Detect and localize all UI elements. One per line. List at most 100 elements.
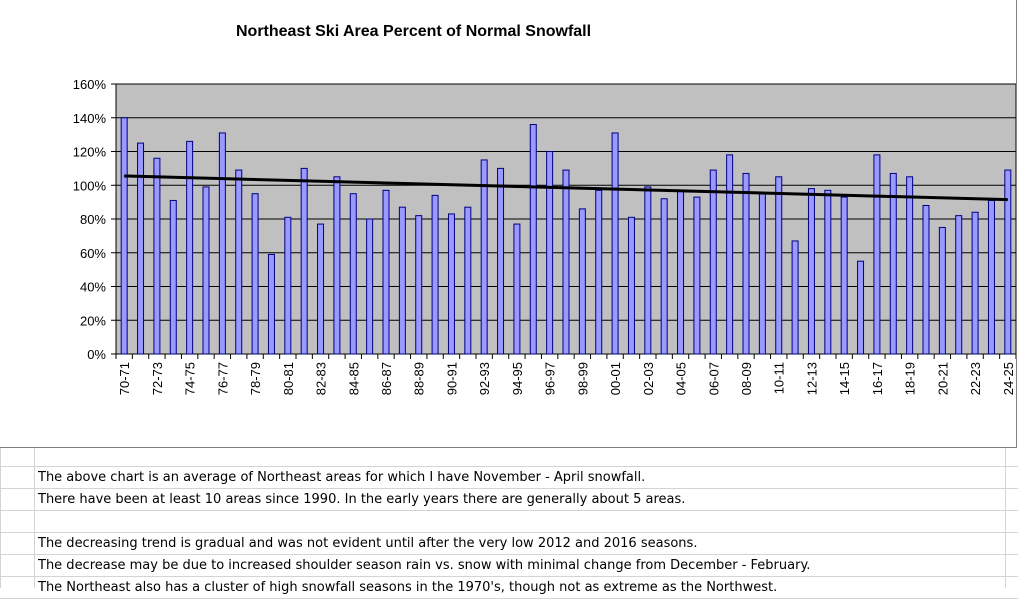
bar-06-07 (709, 169, 717, 355)
bar-18-19 (906, 176, 914, 355)
x-tick-label: 12-13 (804, 362, 819, 395)
sheet-row[interactable]: The decrease may be due to increased sho… (0, 556, 1018, 577)
x-tick-label: 88-89 (412, 362, 427, 395)
bar-14-15 (840, 196, 848, 355)
x-tick-label: 96-97 (543, 362, 558, 395)
y-tick-label: 100% (73, 178, 107, 193)
bar-04-05 (677, 189, 685, 355)
bar-90-91 (447, 213, 455, 355)
bar-10-11 (775, 176, 783, 355)
x-tick-label: 94-95 (510, 362, 525, 395)
x-tick-label: 10-11 (772, 362, 787, 394)
bar-20-21 (938, 226, 946, 355)
x-axis-ticks: 70-71 72-73 74-75 76-77 78-79 80-81 82-83 84-85… (115, 354, 1016, 395)
x-tick-label: 04-05 (674, 362, 689, 395)
sheet-row[interactable]: There have been at least 10 areas since … (0, 490, 1018, 511)
y-tick-label: 40% (80, 280, 106, 295)
bar-chart: 0% 20% 40% 60% 80% 100% 120% 140% 160% 70-71 72-7… (73, 77, 1016, 395)
sheet-row[interactable] (0, 446, 1018, 467)
bar-96-97 (546, 151, 554, 355)
bar-05-06 (693, 196, 701, 355)
bar-91-92 (464, 206, 472, 355)
bar-92-93 (480, 159, 488, 355)
bar-75-76 (202, 186, 210, 355)
y-tick-label: 160% (73, 77, 107, 92)
trendline (124, 174, 1008, 202)
bar-17-18 (889, 172, 897, 355)
x-tick-label: 92-93 (477, 362, 492, 395)
bar-00-01 (611, 132, 619, 355)
bar-19-20 (922, 205, 930, 355)
x-tick-label: 08-09 (739, 362, 754, 395)
y-tick-label: 60% (80, 246, 106, 261)
x-tick-label: 98-99 (575, 362, 590, 395)
bar-78-79 (251, 193, 259, 355)
bar-99-00 (595, 189, 603, 355)
note-text: The decreasing trend is gradual and was … (38, 536, 698, 551)
y-tick-label: 140% (73, 111, 107, 126)
y-tick-label: 80% (80, 212, 106, 227)
bar-84-85 (349, 193, 357, 355)
bar-94-95 (513, 223, 521, 355)
bar-74-75 (186, 140, 194, 355)
note-text: The above chart is an average of Northea… (38, 470, 646, 485)
sheet-row[interactable]: The above chart is an average of Northea… (0, 468, 1018, 489)
x-tick-label: 00-01 (608, 362, 623, 395)
bar-21-22 (955, 215, 963, 355)
bar-98-99 (578, 208, 586, 355)
bar-70-71 (120, 117, 128, 355)
x-tick-label: 74-75 (183, 362, 198, 395)
x-tick-label: 14-15 (837, 362, 852, 395)
bar-97-98 (562, 169, 570, 355)
x-tick-label: 20-21 (935, 362, 950, 395)
bars (120, 117, 1012, 355)
bar-23-24 (987, 199, 995, 355)
bar-08-09 (742, 172, 750, 355)
note-text: The decrease may be due to increased sho… (38, 558, 811, 573)
bar-01-02 (627, 216, 635, 355)
x-tick-label: 90-91 (444, 362, 459, 395)
x-tick-label: 80-81 (281, 362, 296, 395)
x-tick-label: 06-07 (706, 362, 721, 395)
bar-03-04 (660, 198, 668, 355)
x-tick-label: 82-83 (314, 362, 329, 395)
sheet-column-line (1005, 448, 1006, 588)
bar-22-23 (971, 211, 979, 355)
bar-16-17 (873, 154, 881, 355)
bar-15-16 (857, 260, 865, 355)
bar-89-90 (431, 194, 439, 355)
note-text: There have been at least 10 areas since … (38, 492, 686, 507)
bar-02-03 (644, 186, 652, 355)
sheet-row[interactable] (0, 512, 1018, 533)
y-tick-label: 20% (80, 313, 106, 328)
bar-93-94 (497, 167, 505, 355)
bar-87-88 (398, 206, 406, 355)
x-tick-label: 24-25 (1001, 362, 1016, 395)
x-tick-label: 16-17 (870, 362, 885, 395)
bar-95-96 (529, 124, 537, 355)
sheet-column-line (0, 448, 1, 588)
sheet-row[interactable]: The Northeast also has a cluster of high… (0, 578, 1018, 599)
x-tick-label: 72-73 (150, 362, 165, 395)
bar-24-25 (1004, 169, 1012, 355)
x-tick-label: 78-79 (248, 362, 263, 395)
bar-80-81 (284, 216, 292, 355)
x-tick-label: 84-85 (346, 362, 361, 395)
y-tick-label: 120% (73, 145, 107, 160)
sheet-column-line (34, 448, 35, 588)
x-tick-label: 86-87 (379, 362, 394, 395)
bar-71-72 (137, 142, 145, 355)
bar-07-08 (726, 154, 734, 355)
chart-panel[interactable]: Northeast Ski Area Percent of Normal Sno… (0, 0, 1017, 448)
bar-77-78 (235, 169, 243, 355)
x-tick-label: 22-23 (968, 362, 983, 395)
bar-81-82 (300, 167, 308, 355)
spreadsheet-area: The above chart is an average of Northea… (0, 446, 1018, 599)
bar-09-10 (758, 193, 766, 355)
x-tick-label: 70-71 (117, 362, 132, 395)
sheet-row[interactable]: The decreasing trend is gradual and was … (0, 534, 1018, 555)
x-tick-label: 02-03 (641, 362, 656, 395)
bar-88-89 (415, 215, 423, 355)
bar-82-83 (317, 223, 325, 355)
y-tick-label: 0% (87, 347, 106, 362)
